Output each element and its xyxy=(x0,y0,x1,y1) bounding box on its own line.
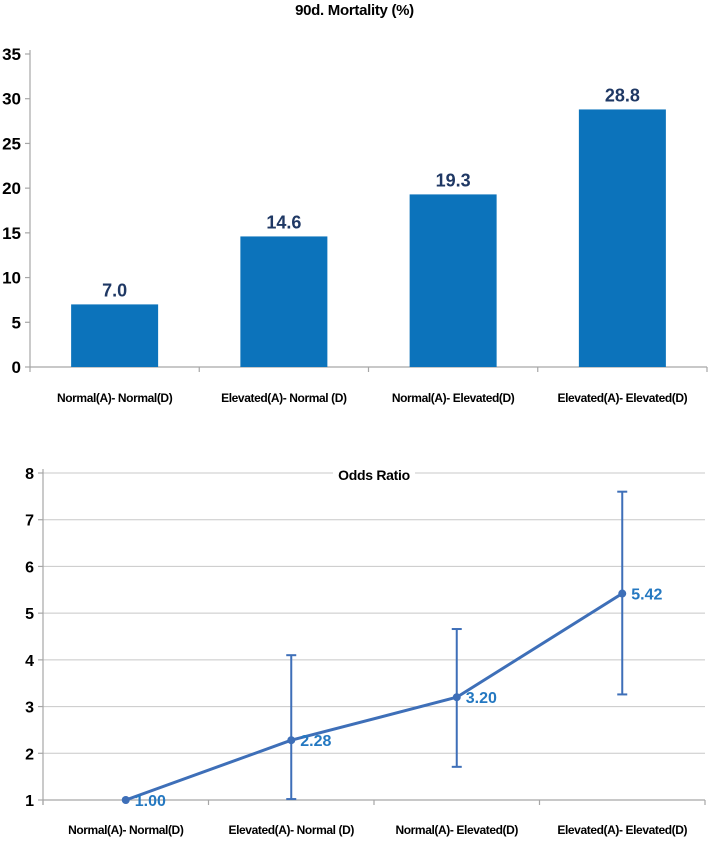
line-chart-gridlines xyxy=(43,472,705,754)
line-y-tick-label: 7 xyxy=(25,513,34,530)
line-category-label: Elevated(A)- Normal (D) xyxy=(229,823,355,837)
data-point-marker xyxy=(287,736,296,745)
bar-y-tick-label: 0 xyxy=(12,358,21,377)
bar-category-labels: Normal(A)- Normal(D) Elevated(A)- Normal … xyxy=(57,391,688,405)
line-category-label: Normal(A)- Normal(D) xyxy=(68,823,184,837)
line-category-labels: Normal(A)- Normal(D) Elevated(A)- Normal … xyxy=(68,823,688,837)
line-y-tick-label: 2 xyxy=(25,746,34,763)
point-value-label: 5.42 xyxy=(631,587,662,604)
bar-value-labels: 7.0 14.6 19.3 28.8 xyxy=(102,85,640,300)
line-chart-axes: 1 2 3 4 5 6 7 8 xyxy=(25,466,706,810)
line-category-label: Normal(A)- Elevated(D) xyxy=(395,823,518,837)
line-y-tick-label: 4 xyxy=(25,653,34,670)
bar-y-tick-label: 5 xyxy=(12,313,21,332)
line-chart: 1 2 3 4 5 6 7 8 1.00 2.28 3.20 5.42 Normal(A)- Norma… xyxy=(25,466,706,837)
bar-y-tick-label: 20 xyxy=(2,179,21,198)
bar-y-tick-label: 35 xyxy=(2,45,21,64)
odds-ratio-line xyxy=(125,592,624,802)
bars xyxy=(71,109,666,368)
bar-category-label: Normal(A)- Normal(D) xyxy=(57,391,173,405)
line-y-tick-label: 6 xyxy=(25,559,34,576)
bar-y-tick-label: 30 xyxy=(2,90,21,109)
line-y-tick-label: 5 xyxy=(25,606,34,623)
bar-y-tick-label: 25 xyxy=(2,134,21,153)
line-y-tick-label: 3 xyxy=(25,700,34,717)
bar-value-label: 19.3 xyxy=(436,170,471,190)
bar-chart-title: 90d. Mortality (%) xyxy=(295,2,414,19)
bar-chart: 0 5 10 15 20 25 30 35 7.0 14.6 19.3 28.8 Normal(A)- … xyxy=(2,45,708,405)
bar xyxy=(578,109,666,368)
line-markers xyxy=(121,589,627,804)
line-y-tick-label: 8 xyxy=(25,466,34,483)
data-point-marker xyxy=(121,796,130,804)
bar-value-label: 7.0 xyxy=(102,280,127,300)
point-value-label: 3.20 xyxy=(466,690,497,707)
bar xyxy=(409,194,497,367)
data-point-marker xyxy=(618,589,627,598)
bar-y-tick-label: 10 xyxy=(2,269,21,288)
point-value-label: 2.28 xyxy=(300,733,331,750)
bar-category-label: Normal(A)- Elevated(D) xyxy=(392,391,515,405)
bar-y-tick-label: 15 xyxy=(2,224,21,243)
bar-value-label: 14.6 xyxy=(266,212,301,232)
point-labels: 1.00 2.28 3.20 5.42 xyxy=(135,587,663,810)
bar-category-label: Elevated(A)- Elevated(D) xyxy=(557,391,687,405)
point-value-label: 1.00 xyxy=(135,793,166,810)
bar xyxy=(240,236,328,367)
line-category-label: Elevated(A)- Elevated(D) xyxy=(557,823,687,837)
bar-category-label: Elevated(A)- Normal (D) xyxy=(221,391,347,405)
bar xyxy=(71,304,159,367)
line-y-tick-label: 1 xyxy=(25,793,34,810)
bar-value-label: 28.8 xyxy=(605,85,640,105)
data-point-marker xyxy=(452,693,461,702)
